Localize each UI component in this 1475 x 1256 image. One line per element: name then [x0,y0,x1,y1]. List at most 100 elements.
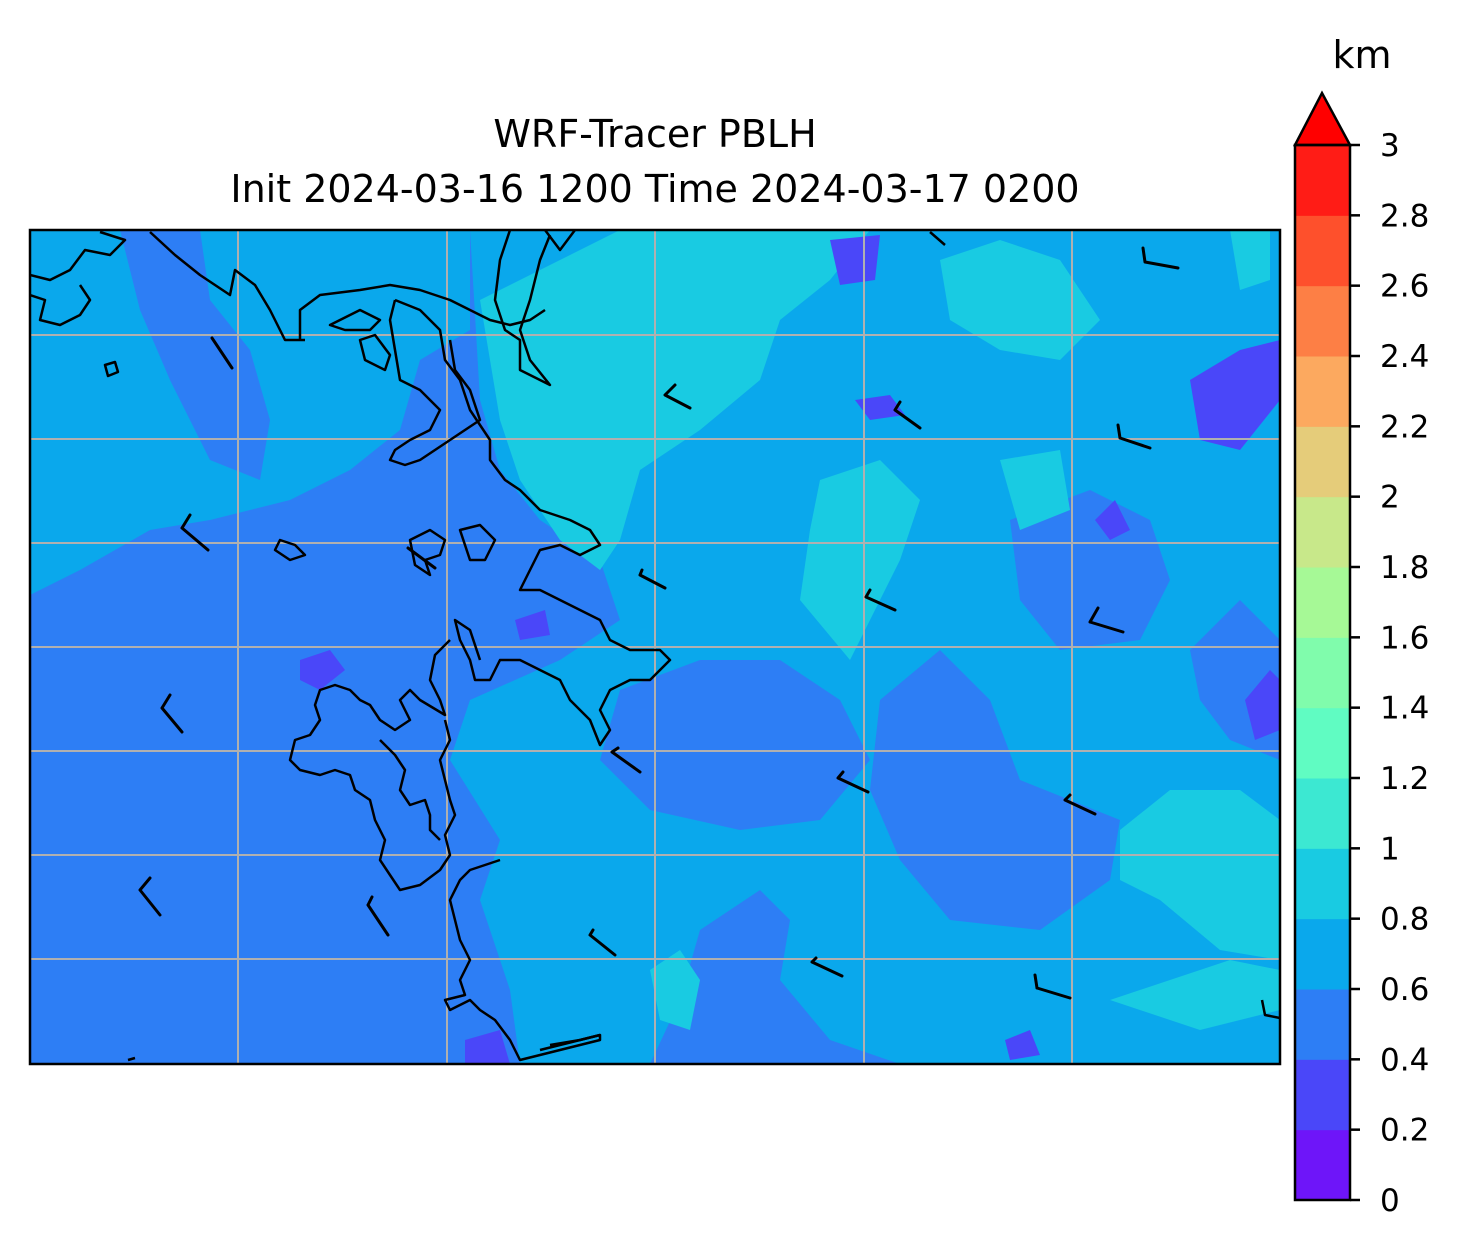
wind-barb [406,546,437,570]
coastline [358,333,392,372]
colorbar-segment [1295,496,1350,568]
wind-barb [138,876,162,917]
field-region-very-low-7 [465,1030,510,1064]
colorbar-segment [1295,637,1350,709]
colorbar-segment [1295,1129,1350,1201]
colorbar-tick-label: 2.6 [1380,269,1429,305]
wind-barb [1033,973,1072,1000]
colorbar-extend-arrow [1292,90,1353,147]
field-region-very-low-6 [515,610,550,640]
wind-barb [638,568,667,590]
field-region-center-low [600,660,870,830]
wind-barb [1141,246,1180,270]
wind-barb [210,336,234,370]
wind-barb [180,513,210,552]
field-region-east-high [800,460,920,660]
colorbar-segment [1295,215,1350,287]
coastline [298,283,546,340]
field-region-very-low-3 [1095,500,1130,540]
coastline [394,298,672,747]
field-region-ne-high-2 [940,240,1100,360]
wind-barb [893,400,922,430]
colorbar-tick-label: 1.8 [1380,550,1429,586]
colorbar-tick-label: 0.4 [1380,1042,1429,1078]
map-subtitle: Init 2024-03-16 1200 Time 2024-03-17 020… [230,167,1080,211]
colorbar-segment [1295,707,1350,779]
colorbar-segment [1295,145,1350,216]
coastline [30,284,92,327]
coastline [929,231,946,246]
wind-barbs [138,246,1180,1000]
map-frame [28,228,1282,1066]
coastline [273,538,307,562]
colorbar-segment [1295,778,1350,849]
coastline [388,299,482,467]
colorbar-segments [1295,145,1350,1201]
coastline [328,308,382,332]
coastline [549,1033,601,1047]
map-title: WRF-Tracer PBLH [493,112,817,156]
colorbar-segment [1295,918,1350,990]
colorbar-unit-label: km [1332,33,1391,77]
coastline [30,230,127,282]
field-region-very-low-5 [300,650,345,690]
colorbar-tick-label: 1.6 [1380,620,1429,656]
wind-barb [1116,423,1152,450]
wind-barb [836,770,870,794]
field-region-e-patch [1000,450,1070,530]
coastline [379,739,441,841]
colorbar-tick-label: 3 [1380,128,1400,164]
colorbar-tick-label: 2.4 [1380,339,1429,375]
wind-barb [1063,793,1097,816]
colorbar-segment [1295,1059,1350,1131]
field-region-ne-high-3 [1230,230,1270,290]
colorbar-segment [1295,989,1350,1060]
field-region-south-low [650,890,900,1064]
field-region-very-low-1 [830,235,880,285]
coastline [149,231,305,342]
field-region-southeast-low [870,650,1120,930]
colorbar-segment [1295,356,1350,427]
colorbar-tick-label: 0.2 [1380,1113,1429,1149]
coastline [1260,999,1280,1020]
coastline [127,1056,136,1062]
colorbar-ticks: 0 0.2 0.4 0.6 0.8 1 1.2 1.4 1.6 1.8 2 2.2 2.4 2.6 2.8 3 [1350,128,1429,1219]
field-region-nw-tongue [120,230,270,480]
colorbar-tick-label: 2 [1380,480,1400,516]
colorbar-tick-label: 1.4 [1380,691,1429,727]
field-region-very-low-2 [1190,340,1280,450]
colorbar-segment [1295,285,1350,357]
coastline [458,523,497,562]
field-region-sw-high [1110,960,1280,1030]
wind-barb [810,956,844,978]
coastlines [30,230,1280,1062]
colorbar: 0 0.2 0.4 0.6 0.8 1 1.2 1.4 1.6 1.8 2 2.2 2.4 2.6 2.8 3… [1292,33,1429,1219]
coastline [288,639,457,892]
colorbar-tick-label: 0.6 [1380,972,1429,1008]
wind-barb [1088,606,1125,634]
wind-barb [610,746,642,774]
field-region-s-high [650,950,700,1030]
wind-barb [366,895,390,937]
wind-barb [864,588,897,612]
coastline [493,230,552,387]
colorbar-tick-label: 0 [1380,1183,1400,1219]
wind-barb [160,693,184,734]
colorbar-segment [1295,567,1350,638]
colorbar-segment [1295,426,1350,498]
field-region-se-high [1120,790,1280,960]
colorbar-tick-label: 1 [1380,831,1400,867]
wind-barb [588,928,617,957]
colorbar-tick-label: 0.8 [1380,902,1429,938]
colorbar-frame [1293,143,1352,1202]
field-region-very-low-9 [855,395,905,420]
wind-barb [663,383,692,410]
colorbar-tick-label: 2.8 [1380,198,1429,234]
colorbar-segment [1295,848,1350,920]
graticule [30,230,1280,1064]
colorbar-tick-label: 1.2 [1380,761,1429,797]
coastline [103,360,120,378]
field-region-very-low-4 [1245,670,1280,740]
coastline [443,858,602,1062]
